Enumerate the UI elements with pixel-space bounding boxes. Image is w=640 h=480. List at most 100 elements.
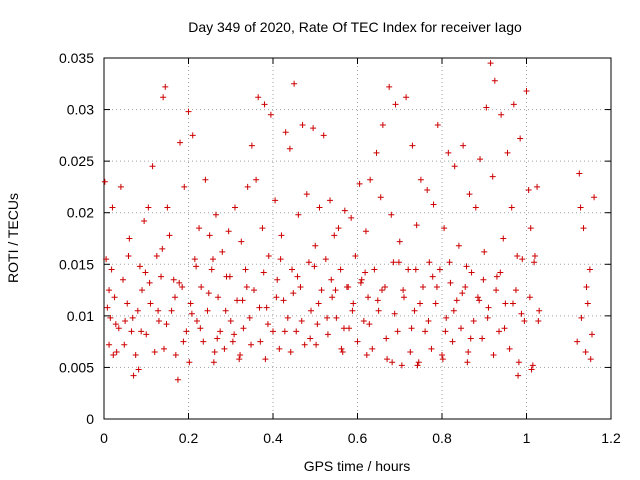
data-point: [136, 263, 143, 270]
data-point: [229, 338, 236, 345]
x-tick-label: 0.8: [432, 430, 452, 446]
data-point: [366, 321, 373, 328]
data-point: [465, 348, 472, 355]
data-point: [450, 307, 457, 314]
data-point: [196, 225, 203, 232]
data-point: [176, 279, 183, 286]
data-point: [392, 101, 399, 108]
data-point: [225, 228, 232, 235]
data-point: [255, 94, 262, 101]
data-point: [327, 197, 334, 204]
data-point: [374, 297, 381, 304]
data-point: [141, 217, 148, 224]
y-axis-label: ROTI / TECUs: [5, 193, 21, 283]
data-point: [384, 356, 391, 363]
data-point: [580, 225, 587, 232]
data-point: [158, 273, 165, 280]
data-point: [293, 328, 300, 335]
data-point: [449, 338, 456, 345]
data-point: [335, 225, 342, 232]
data-point: [278, 232, 285, 239]
data-point: [583, 283, 590, 290]
data-point: [485, 304, 492, 311]
data-point: [518, 310, 525, 317]
data-point: [257, 338, 264, 345]
data-point: [587, 356, 594, 363]
data-point: [135, 366, 142, 373]
data-point: [267, 111, 274, 118]
data-point: [529, 362, 536, 369]
data-point: [345, 283, 352, 290]
data-point: [104, 304, 111, 311]
data-point: [290, 290, 297, 297]
data-point: [210, 359, 217, 366]
data-point: [493, 287, 500, 294]
data-point: [405, 266, 412, 273]
data-point: [352, 253, 359, 260]
data-point: [338, 345, 345, 352]
data-point: [429, 273, 436, 280]
data-point: [508, 204, 515, 211]
data-point: [425, 318, 432, 325]
data-point: [354, 338, 361, 345]
data-point: [179, 283, 186, 290]
data-point: [303, 191, 310, 198]
data-point: [155, 307, 162, 314]
data-point: [381, 283, 388, 290]
data-point: [417, 176, 424, 183]
data-point: [434, 122, 441, 129]
data-point: [263, 304, 270, 311]
data-point: [186, 359, 193, 366]
y-tick-label: 0.01: [67, 308, 94, 324]
data-point: [277, 256, 284, 263]
data-point: [320, 132, 327, 139]
data-point: [139, 287, 146, 294]
data-point: [149, 163, 156, 170]
data-point: [250, 287, 257, 294]
data-point: [332, 287, 339, 294]
data-point: [412, 266, 419, 273]
data-point: [171, 294, 178, 301]
data-point: [433, 283, 440, 290]
data-point: [422, 328, 429, 335]
data-point: [180, 338, 187, 345]
data-point: [166, 232, 173, 239]
data-point: [243, 283, 250, 290]
data-point: [445, 149, 452, 156]
data-point: [411, 307, 418, 314]
data-point: [189, 132, 196, 139]
data-point: [496, 328, 503, 335]
data-point: [132, 352, 139, 359]
data-point: [143, 331, 150, 338]
data-point: [181, 183, 188, 190]
data-point: [259, 225, 266, 232]
data-point: [231, 331, 238, 338]
data-point: [396, 238, 403, 245]
data-point: [287, 348, 294, 355]
y-axis-ticks: 0 0.005 0.01 0.015 0.02 0.025 0.03 0.035: [59, 50, 611, 427]
data-point: [217, 328, 224, 335]
data-point: [121, 341, 128, 348]
data-point: [430, 201, 437, 208]
data-point: [162, 83, 169, 90]
data-point: [264, 321, 271, 328]
data-points: [101, 60, 598, 383]
data-point: [591, 194, 598, 201]
data-point: [215, 294, 222, 301]
x-tick-label: 0: [100, 430, 108, 446]
x-tick-label: 1.2: [601, 430, 621, 446]
data-point: [453, 297, 460, 304]
data-point: [238, 238, 245, 245]
data-point: [270, 328, 276, 335]
data-point: [170, 276, 177, 283]
data-point: [205, 290, 212, 297]
data-point: [464, 359, 471, 366]
data-point: [313, 341, 320, 348]
data-point: [497, 269, 504, 276]
data-point: [462, 283, 469, 290]
data-point: [428, 345, 435, 352]
data-point: [358, 276, 365, 283]
data-point: [246, 314, 253, 321]
x-tick-label: 1: [523, 430, 531, 446]
data-point: [360, 318, 367, 325]
